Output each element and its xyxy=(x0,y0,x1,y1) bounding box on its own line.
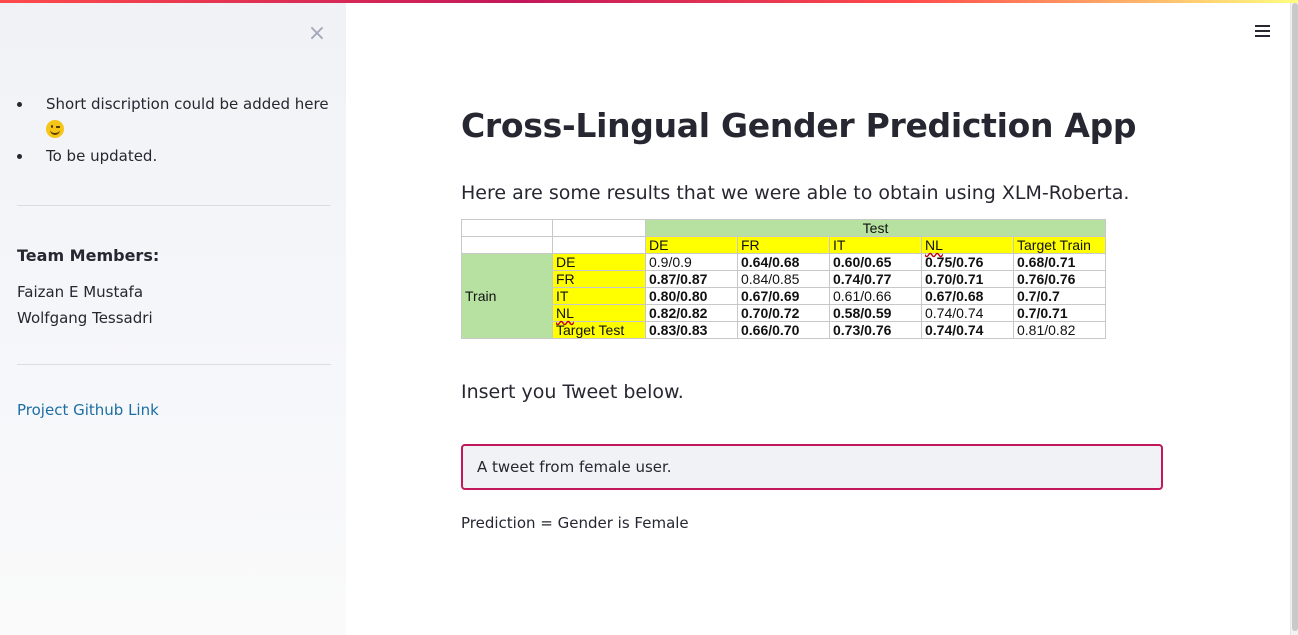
table-cell: 0.64/0.68 xyxy=(737,253,830,271)
table-row: IT 0.80/0.80 0.67/0.69 0.61/0.66 0.67/0.68 0.… xyxy=(462,287,1106,305)
row-header: NL xyxy=(552,304,646,322)
row-header: Target Test xyxy=(552,321,646,339)
table-cell: 0.87/0.87 xyxy=(645,270,738,288)
column-header: IT xyxy=(829,236,922,254)
table-cell: 0.68/0.71 xyxy=(1013,253,1106,271)
divider xyxy=(17,364,331,365)
table-row: NL 0.82/0.82 0.70/0.72 0.58/0.59 0.74/0.74 0.… xyxy=(462,304,1106,322)
results-table: Test DE FR IT NL Target Train Train DE 0.9… xyxy=(461,219,1106,339)
row-header: IT xyxy=(552,287,646,305)
page-title: Cross-Lingual Gender Prediction App xyxy=(461,106,1137,145)
team-member-name: Wolfgang Tessadri xyxy=(17,309,153,327)
tweet-input-label: Insert you Tweet below. xyxy=(461,381,684,403)
row-header: DE xyxy=(552,253,646,271)
top-decoration-bar xyxy=(0,0,1298,3)
team-members-heading: Team Members: xyxy=(17,246,160,265)
table-row: Target Test 0.83/0.83 0.66/0.70 0.73/0.76 0.… xyxy=(462,321,1106,339)
bullet-icon xyxy=(17,154,22,159)
hamburger-menu-icon[interactable] xyxy=(1254,22,1272,40)
table-row: FR 0.87/0.87 0.84/0.85 0.74/0.77 0.70/0.71 0.… xyxy=(462,270,1106,288)
list-item: To be updated. xyxy=(17,143,337,169)
page-subtitle: Here are some results that we were able … xyxy=(461,182,1130,204)
prediction-result: Prediction = Gender is Female xyxy=(461,514,689,532)
column-header: FR xyxy=(737,236,830,254)
table-cell: 0.74/0.74 xyxy=(921,304,1014,322)
table-cell: 0.66/0.70 xyxy=(737,321,830,339)
bullet-text: Short discription could be added here xyxy=(46,95,329,113)
table-cell: 0.7/0.71 xyxy=(1013,304,1106,322)
table-cell: 0.75/0.76 xyxy=(921,253,1014,271)
table-cell: 0.60/0.65 xyxy=(829,253,922,271)
table-cell: 0.82/0.82 xyxy=(645,304,738,322)
column-header: NL xyxy=(921,236,1014,254)
list-item: Short discription could be added here xyxy=(17,91,337,143)
table-cell: 0.61/0.66 xyxy=(829,287,922,305)
table-cell: 0.70/0.71 xyxy=(921,270,1014,288)
sidebar: × Short discription could be added here … xyxy=(0,3,346,635)
scrollbar-thumb[interactable] xyxy=(1292,3,1298,631)
scrollbar[interactable] xyxy=(1290,3,1298,635)
row-header: FR xyxy=(552,270,646,288)
table-cell: 0.67/0.68 xyxy=(921,287,1014,305)
wink-emoji-icon xyxy=(46,120,64,138)
table-cell: 0.83/0.83 xyxy=(645,321,738,339)
table-row: Train DE 0.9/0.9 0.64/0.68 0.60/0.65 0.75/0.7… xyxy=(461,253,1106,339)
column-header: Target Train xyxy=(1013,236,1106,254)
table-cell: 0.74/0.77 xyxy=(829,270,922,288)
tweet-input[interactable] xyxy=(461,444,1163,490)
github-link[interactable]: Project Github Link xyxy=(17,401,159,419)
table-cell: 0.73/0.76 xyxy=(829,321,922,339)
team-member-name: Faizan E Mustafa xyxy=(17,283,144,301)
table-cell: 0.58/0.59 xyxy=(829,304,922,322)
table-cell: 0.7/0.7 xyxy=(1013,287,1106,305)
bullet-text: To be updated. xyxy=(46,147,158,165)
table-cell: 0.67/0.69 xyxy=(737,287,830,305)
test-header: Test xyxy=(645,219,1106,237)
close-icon[interactable]: × xyxy=(307,21,327,46)
column-header: DE xyxy=(645,236,738,254)
table-cell: 0.81/0.82 xyxy=(1013,321,1106,339)
table-cell: 0.76/0.76 xyxy=(1013,270,1106,288)
sidebar-bullet-list: Short discription could be added here To… xyxy=(17,91,337,169)
bullet-icon xyxy=(17,102,22,107)
table-cell: 0.9/0.9 xyxy=(645,253,738,271)
table-cell: 0.84/0.85 xyxy=(737,270,830,288)
divider xyxy=(17,205,331,206)
table-body: Train DE 0.9/0.9 0.64/0.68 0.60/0.65 0.75/0.7… xyxy=(461,253,1106,339)
table-cell: 0.80/0.80 xyxy=(645,287,738,305)
train-header: Train xyxy=(461,253,553,339)
table-cell: 0.70/0.72 xyxy=(737,304,830,322)
table-cell: 0.74/0.74 xyxy=(921,321,1014,339)
